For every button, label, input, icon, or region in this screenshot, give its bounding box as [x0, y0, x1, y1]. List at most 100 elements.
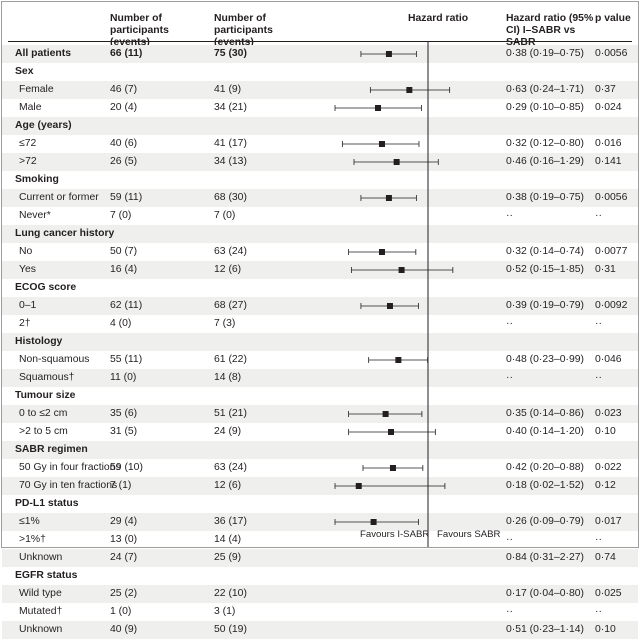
table-row: 2† 4 (0) 7 (3) ·· ··	[2, 315, 638, 333]
participants-sabr-cell: 68 (30)	[214, 192, 247, 203]
section-label: Lung cancer history	[15, 228, 115, 239]
row-label: >2 to 5 cm	[19, 426, 68, 437]
participants-sabr-cell: 7 (0)	[214, 210, 236, 221]
table-row: Yes 16 (4) 12 (6) 0·52 (0·15–1·85) 0·31	[2, 261, 638, 279]
hazard-ratio-point	[389, 465, 396, 471]
table-row: Current or former 59 (11) 68 (30) 0·38 (0·1…	[2, 189, 638, 207]
participants-sabr-cell: 63 (24)	[214, 462, 247, 473]
participants-sabr-cell: 68 (27)	[214, 300, 247, 311]
hr-ci-cell: ··	[506, 606, 513, 617]
section-label: EGFR status	[15, 570, 78, 581]
participants-sabr-cell: 24 (9)	[214, 426, 242, 437]
participants-sabr-cell: 22 (10)	[214, 588, 247, 599]
row-label: All patients	[15, 48, 72, 59]
participants-sabr-cell: 61 (22)	[214, 354, 247, 365]
section-row: SABR regimen	[2, 441, 638, 459]
row-label: >72	[19, 156, 37, 167]
section-row: Sex	[2, 63, 638, 81]
row-label: 0–1	[19, 300, 37, 311]
hr-ci-cell: ··	[506, 318, 513, 329]
section-label: Tumour size	[15, 390, 76, 401]
row-label: Wild type	[19, 588, 62, 599]
p-value-cell: 0·0056	[595, 48, 628, 59]
hr-ci-cell: 0·40 (0·14–1·20)	[506, 426, 584, 437]
row-label: No	[19, 246, 33, 257]
participants-isabr-cell: 11 (0)	[110, 372, 137, 383]
hazard-ratio-point	[385, 51, 392, 57]
table-row: ≤1% 29 (4) 36 (17) 0·26 (0·09–0·79) 0·017	[2, 513, 638, 531]
p-value-cell: 0·017	[595, 516, 622, 527]
row-label: Female	[19, 84, 54, 95]
participants-sabr-cell: 3 (1)	[214, 606, 236, 617]
table-row: Non-squamous 55 (11) 61 (22) 0·48 (0·23–0·9…	[2, 351, 638, 369]
table-row: Squamous† 11 (0) 14 (8) ·· ··	[2, 369, 638, 387]
row-label: ≤1%	[19, 516, 40, 527]
hazard-ratio-point	[395, 357, 402, 363]
participants-sabr-cell: 75 (30)	[214, 48, 247, 59]
p-value-cell: 0·10	[595, 624, 616, 635]
hr-ci-cell: 0·42 (0·20–0·88)	[506, 462, 584, 473]
table-row: ≤72 40 (6) 41 (17) 0·32 (0·12–0·80) 0·016	[2, 135, 638, 153]
row-label: Squamous†	[19, 372, 75, 383]
hr-ci-cell: 0·38 (0·19–0·75)	[506, 192, 584, 203]
participants-isabr-cell: 1 (0)	[110, 606, 132, 617]
row-label: >1%†	[19, 534, 46, 545]
section-label: SABR regimen	[15, 444, 88, 455]
section-label: Histology	[15, 336, 63, 347]
header-rule	[8, 41, 632, 42]
section-row: Smoking	[2, 171, 638, 189]
hazard-ratio-point	[385, 195, 392, 201]
participants-sabr-cell: 36 (17)	[214, 516, 247, 527]
p-value-cell: 0·37	[595, 84, 616, 95]
p-value-cell: 0·12	[595, 480, 616, 491]
hr-ci-cell: 0·46 (0·16–1·29)	[506, 156, 584, 167]
participants-sabr-cell: 34 (21)	[214, 102, 247, 113]
hr-ci-cell: 0·38 (0·19–0·75)	[506, 48, 584, 59]
hr-ci-cell: 0·29 (0·10–0·85)	[506, 102, 584, 113]
hr-ci-cell: 0·84 (0·31–2·27)	[506, 552, 584, 563]
table-row: Never* 7 (0) 7 (0) ·· ··	[2, 207, 638, 225]
hr-ci-cell: 0·32 (0·12–0·80)	[506, 138, 584, 149]
p-value-cell: 0·74	[595, 552, 616, 563]
participants-isabr-cell: 35 (6)	[110, 408, 138, 419]
participants-isabr-cell: 55 (11)	[110, 354, 143, 365]
participants-isabr-cell: 26 (5)	[110, 156, 138, 167]
p-value-cell: ··	[595, 372, 602, 383]
row-label: Male	[19, 102, 42, 113]
row-label: 2†	[19, 318, 31, 329]
hr-ci-cell: 0·32 (0·14–0·74)	[506, 246, 584, 257]
row-label: 50 Gy in four fractions	[19, 462, 121, 473]
hazard-ratio-point	[370, 519, 377, 525]
participants-isabr-cell: 7 (0)	[110, 210, 132, 221]
table-row: 0 to ≤2 cm 35 (6) 51 (21) 0·35 (0·14–0·86) 0…	[2, 405, 638, 423]
table-row: Female 46 (7) 41 (9) 0·63 (0·24–1·71) 0·37	[2, 81, 638, 99]
participants-isabr-cell: 50 (7)	[110, 246, 138, 257]
participants-isabr-cell: 46 (7)	[110, 84, 138, 95]
table-row: Unknown 40 (9) 50 (19) 0·51 (0·23–1·14) 0·10	[2, 621, 638, 639]
participants-isabr-cell: 29 (4)	[110, 516, 138, 527]
participants-sabr-cell: 50 (19)	[214, 624, 247, 635]
row-label: Yes	[19, 264, 36, 275]
hr-ci-cell: 0·17 (0·04–0·80)	[506, 588, 584, 599]
hr-ci-cell: ··	[506, 210, 513, 221]
hazard-ratio-point	[378, 141, 385, 147]
hr-ci-cell: 0·63 (0·24–1·71)	[506, 84, 584, 95]
table-row: >1%† 13 (0) 14 (4) ·· ··	[2, 531, 638, 549]
hr-ci-cell: 0·39 (0·19–0·79)	[506, 300, 584, 311]
table-row: >72 26 (5) 34 (13) 0·46 (0·16–1·29) 0·141	[2, 153, 638, 171]
table-row: No 50 (7) 63 (24) 0·32 (0·14–0·74) 0·0077	[2, 243, 638, 261]
hazard-ratio-point	[398, 267, 405, 273]
participants-sabr-cell: 12 (6)	[214, 480, 242, 491]
p-value-cell: ··	[595, 210, 602, 221]
hr-ci-cell: ··	[506, 372, 513, 383]
p-value-cell: 0·0092	[595, 300, 628, 311]
table-row: Unknown 24 (7) 25 (9) 0·84 (0·31–2·27) 0·74	[2, 549, 638, 567]
row-label: Mutated†	[19, 606, 63, 617]
p-value-cell: 0·022	[595, 462, 622, 473]
hazard-ratio-point	[386, 303, 393, 309]
participants-isabr-cell: 59 (10)	[110, 462, 143, 473]
participants-isabr-cell: 24 (7)	[110, 552, 138, 563]
header-participants-sabr: Number of participants (events)	[214, 13, 273, 48]
participants-isabr-cell: 16 (4)	[110, 264, 138, 275]
row-label: ≤72	[19, 138, 37, 149]
